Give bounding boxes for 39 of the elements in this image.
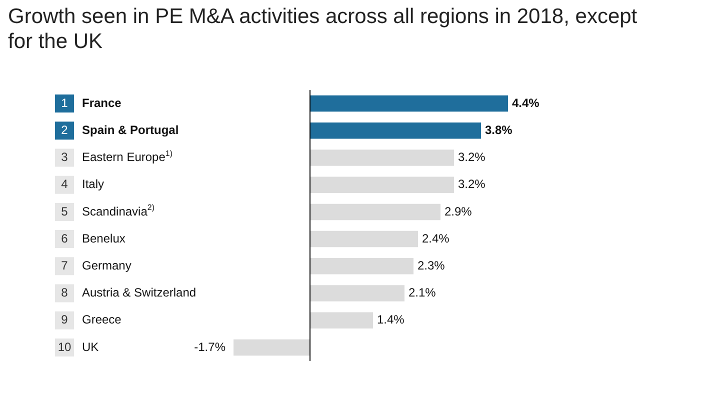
text: 4 (61, 177, 68, 192)
y-tick-label: Benelux (82, 231, 126, 246)
bar (310, 95, 508, 112)
bar (310, 204, 440, 220)
data-label: 2.9% (444, 204, 472, 218)
text: 8 (61, 286, 68, 300)
text: 1 (61, 96, 68, 110)
data-label: 3.2% (458, 177, 486, 192)
y-tick-label: Italy (82, 177, 104, 192)
data-label: 3.8% (485, 122, 513, 137)
chart-title: Growth seen in PE M&A activities across all regions in 2018, except for the UK (8, 4, 638, 54)
text: 3 (61, 150, 68, 164)
bar (310, 285, 404, 302)
text: 7 (61, 258, 68, 272)
data-label: 2.4% (422, 231, 450, 246)
text: 5 (61, 204, 68, 218)
bar (310, 258, 414, 274)
y-tick-label: Greece (82, 312, 122, 327)
bar (310, 150, 454, 166)
text: 9 (61, 312, 68, 327)
data-label: 3.2% (458, 150, 486, 164)
data-label: -1.7% (194, 340, 226, 354)
bar (310, 176, 454, 193)
data-label: 2.3% (418, 258, 446, 272)
bar (310, 312, 373, 328)
bar (310, 230, 418, 248)
text: 2 (61, 122, 68, 137)
y-tick-label: UK (82, 340, 99, 354)
y-tick-label: Austria & Switzerland (82, 286, 196, 300)
data-label: 1.4% (377, 312, 405, 327)
data-label: 2.1% (408, 286, 436, 300)
bar (310, 122, 481, 139)
data-label: 4.4% (512, 96, 540, 110)
bar (234, 339, 310, 356)
text: 6 (61, 231, 68, 246)
y-tick-label: Germany (82, 258, 132, 272)
y-tick-label: Spain & Portugal (82, 122, 179, 137)
y-tick-label: France (82, 96, 122, 110)
text: 10 (58, 340, 72, 354)
